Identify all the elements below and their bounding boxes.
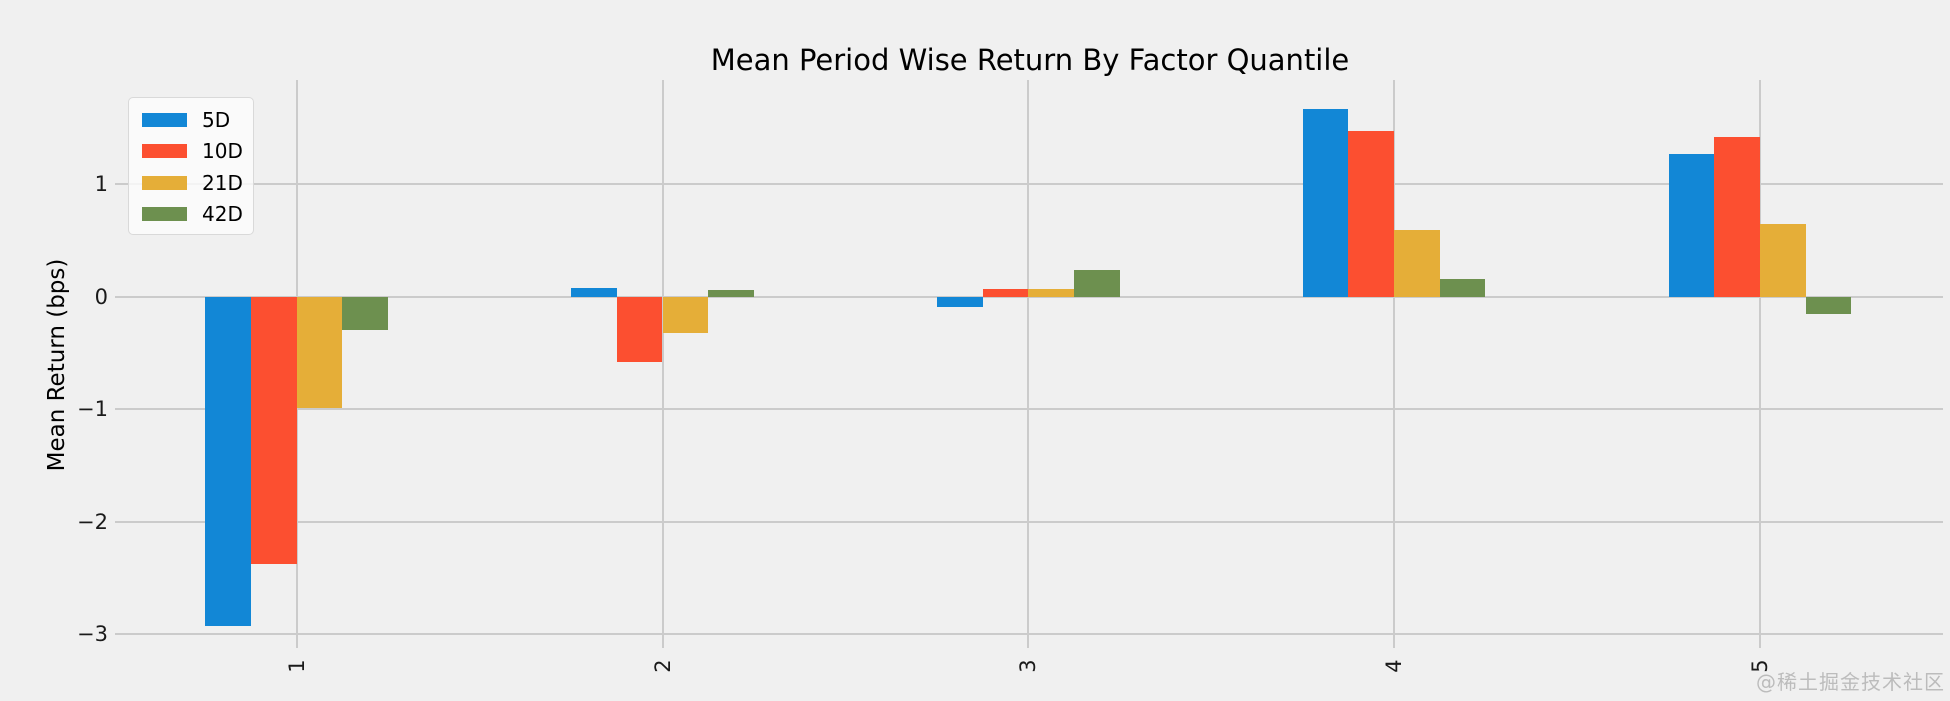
gridline-vertical (1027, 80, 1030, 648)
y-tick-label: −1 (77, 397, 108, 422)
legend-swatch-10D (142, 144, 187, 159)
legend-label: 21D (202, 170, 243, 195)
legend-swatch-21D (142, 175, 187, 190)
bar-10D-q2 (616, 296, 663, 362)
bar-10D-q5 (1714, 136, 1760, 297)
legend: 5D 10D 21D 42D (128, 97, 254, 235)
bar-21D-q3 (1028, 288, 1074, 297)
x-tick-label: 1 (284, 659, 309, 673)
bar-5D-q3 (936, 296, 983, 307)
gridline-vertical (1758, 80, 1761, 648)
bar-42D-q4 (1439, 278, 1486, 297)
chart-title: Mean Period Wise Return By Factor Quanti… (710, 43, 1350, 77)
bar-42D-q3 (1074, 269, 1120, 297)
y-tick-label: 0 (94, 284, 108, 309)
legend-label: 10D (202, 139, 243, 164)
x-tick-label: 3 (1016, 659, 1041, 673)
legend-item-42D: 42D (142, 200, 253, 228)
watermark: @稀土掘金技术社区 (1756, 670, 1945, 694)
legend-swatch-5D (142, 113, 187, 127)
bar-21D-q4 (1394, 230, 1440, 297)
y-tick-label: 1 (94, 172, 108, 197)
x-tick-label: 2 (650, 659, 675, 673)
legend-item-5D: 5D (142, 106, 253, 134)
bar-21D-q5 (1759, 223, 1806, 297)
bar-42D-q5 (1805, 296, 1852, 314)
x-tick-label: 4 (1382, 659, 1407, 673)
legend-label: 5D (202, 108, 231, 132)
legend-label: 42D (202, 201, 243, 226)
bar-10D-q1 (251, 296, 297, 565)
bar-5D-q4 (1302, 108, 1349, 297)
y-tick-label: −3 (77, 622, 108, 647)
bar-10D-q4 (1348, 131, 1395, 297)
bar-42D-q2 (708, 289, 754, 297)
bar-10D-q3 (982, 288, 1029, 297)
gridline-vertical (1393, 80, 1396, 648)
bar-5D-q5 (1668, 153, 1715, 297)
bar-21D-q1 (296, 296, 343, 409)
bar-5D-q2 (571, 287, 617, 297)
legend-swatch-42D (142, 206, 187, 221)
legend-item-21D: 21D (142, 169, 253, 197)
bar-21D-q2 (662, 296, 709, 333)
y-tick-label: −2 (77, 509, 108, 534)
bar-42D-q1 (342, 296, 389, 331)
gridline-vertical (661, 80, 664, 648)
legend-item-10D: 10D (142, 137, 253, 165)
bar-5D-q1 (205, 296, 251, 627)
